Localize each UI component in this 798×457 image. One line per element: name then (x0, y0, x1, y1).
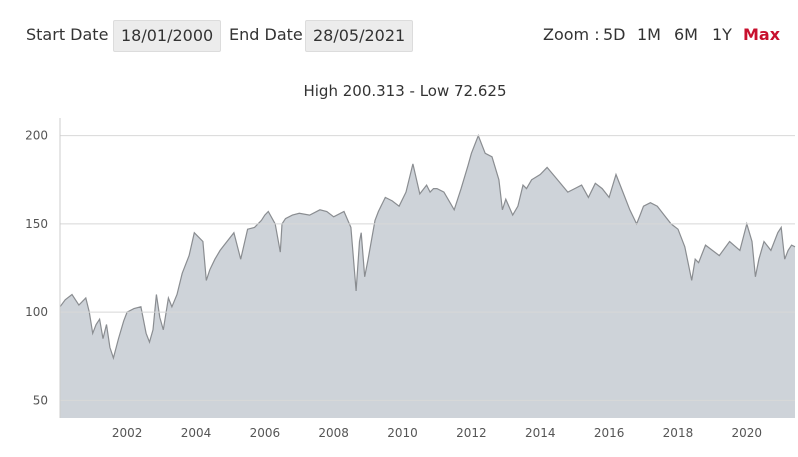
x-tick-label: 2010 (387, 426, 418, 440)
x-tick-label: 2012 (456, 426, 487, 440)
zoom-5d-button[interactable]: 5D (603, 25, 626, 44)
end-date-label: End Date (229, 25, 303, 44)
start-date-label: Start Date (26, 25, 109, 44)
x-tick-label: 2002 (112, 426, 143, 440)
x-tick-label: 2004 (181, 426, 212, 440)
zoom-6m-button[interactable]: 6M (674, 25, 698, 44)
y-tick-label: 100 (25, 305, 48, 319)
price-area (60, 135, 795, 418)
y-tick-label: 200 (25, 129, 48, 143)
zoom-label: Zoom : (543, 25, 600, 44)
x-tick-label: 2018 (663, 426, 694, 440)
high-low-summary: High 200.313 - Low 72.625 (303, 82, 507, 100)
x-tick-label: 2020 (732, 426, 763, 440)
price-line (59, 133, 796, 361)
toolbar: Start Date 18/01/2000 End Date 28/05/202… (0, 0, 798, 60)
x-tick-label: 2008 (318, 426, 349, 440)
x-tick-label: 2016 (594, 426, 625, 440)
y-tick-label: 50 (33, 393, 48, 407)
x-tick-label: 2014 (525, 426, 556, 440)
x-tick-label: 2006 (250, 426, 281, 440)
zoom-max-button[interactable]: Max (743, 25, 781, 44)
start-date-input[interactable]: 18/01/2000 (113, 20, 222, 52)
y-tick-label: 150 (25, 217, 48, 231)
zoom-1m-button[interactable]: 1M (637, 25, 661, 44)
end-date-input[interactable]: 28/05/2021 (305, 20, 414, 52)
zoom-1y-button[interactable]: 1Y (712, 25, 732, 44)
